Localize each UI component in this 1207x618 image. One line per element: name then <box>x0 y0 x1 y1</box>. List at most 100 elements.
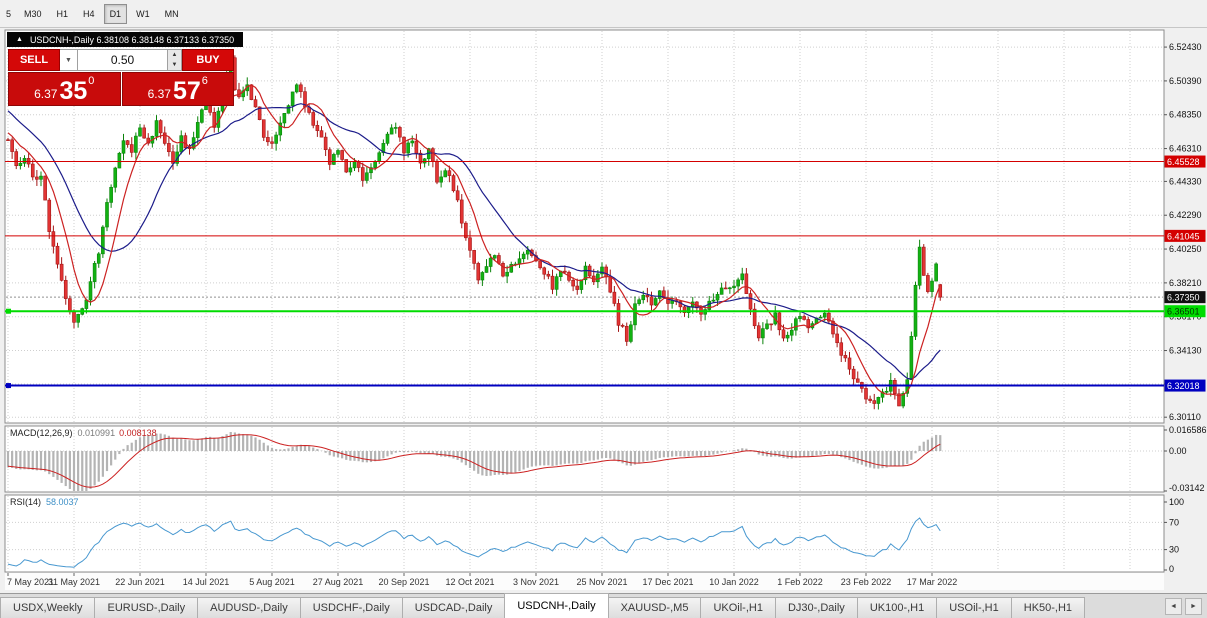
svg-text:6.41045: 6.41045 <box>1167 231 1200 241</box>
svg-text:5 Aug 2021: 5 Aug 2021 <box>249 577 295 587</box>
timeframe-toolbar: 5 M30 H1 H4 D1 W1 MN <box>0 0 1207 28</box>
buy-price-point: 6 <box>201 75 208 87</box>
svg-text:14 Jul 2021: 14 Jul 2021 <box>183 577 230 587</box>
svg-text:100: 100 <box>1169 497 1184 507</box>
svg-text:17 Mar 2022: 17 Mar 2022 <box>907 577 958 587</box>
rsi-name: RSI(14) <box>10 497 42 507</box>
chart-tab-usdchf-daily[interactable]: USDCHF-,Daily <box>299 597 403 618</box>
svg-text:23 Feb 2022: 23 Feb 2022 <box>841 577 892 587</box>
chart-title: USDCNH-,Daily 6.38108 6.38148 6.37133 6.… <box>30 35 234 45</box>
chart-title-bar: ▲ USDCNH-,Daily 6.38108 6.38148 6.37133 … <box>7 32 244 47</box>
horizontal-level-lines[interactable] <box>5 161 1164 389</box>
price-badges: 6.45528 6.41045 6.36501 6.32018 6.37350 <box>1164 155 1206 392</box>
tabs-scroll-right-button[interactable]: ► <box>1185 597 1202 615</box>
macd-plot <box>6 431 942 491</box>
panel-backgrounds <box>4 29 1165 590</box>
timeframe-button-mn[interactable]: MN <box>164 8 179 19</box>
svg-text:70: 70 <box>1169 517 1179 527</box>
ma-fast-line <box>7 84 941 397</box>
sell-price-display[interactable]: 6.37 35 0 <box>8 72 121 106</box>
timeframe-button-h1[interactable]: H1 <box>56 8 69 19</box>
svg-text:6.45528: 6.45528 <box>1167 157 1200 167</box>
timeframe-button-w1[interactable]: W1 <box>136 8 150 19</box>
svg-text:17 Dec 2021: 17 Dec 2021 <box>642 577 693 587</box>
timeframe-button-d1[interactable]: D1 <box>103 3 128 24</box>
sell-button[interactable]: SELL <box>8 49 60 71</box>
volume-down-button[interactable]: ▼ <box>171 62 178 68</box>
svg-text:1 Feb 2022: 1 Feb 2022 <box>777 577 823 587</box>
buy-button[interactable]: BUY <box>182 49 234 71</box>
tabs-scroll-left-button[interactable]: ◄ <box>1165 597 1182 615</box>
tabs-scroll-controls: ◄ ► <box>1165 594 1207 618</box>
svg-text:6.34130: 6.34130 <box>1169 346 1202 356</box>
svg-text:20 Sep 2021: 20 Sep 2021 <box>378 577 429 587</box>
svg-text:10 Jan 2022: 10 Jan 2022 <box>709 577 759 587</box>
chart-tab-usdcad-daily[interactable]: USDCAD-,Daily <box>401 597 506 618</box>
volume-dropdown-icon[interactable]: ▼ <box>60 49 78 71</box>
buy-price-pips: 57 <box>172 76 201 105</box>
macd-signal-line <box>7 434 941 488</box>
svg-text:6.50390: 6.50390 <box>1169 76 1202 86</box>
svg-text:0.016586: 0.016586 <box>1169 425 1207 435</box>
timeframe-button-h4[interactable]: H4 <box>83 8 95 19</box>
collapse-icon[interactable]: ▲ <box>16 36 23 43</box>
chart-tabs: USDX,Weekly EURUSD-,Daily AUDUSD-,Daily USD… <box>0 593 1086 618</box>
grid <box>6 31 1163 571</box>
svg-text:-0.03142: -0.03142 <box>1169 483 1205 493</box>
svg-text:3 Nov 2021: 3 Nov 2021 <box>513 577 559 587</box>
svg-text:31 May 2021: 31 May 2021 <box>48 577 100 587</box>
chart-tabs-bar: USDX,Weekly EURUSD-,Daily AUDUSD-,Daily USD… <box>0 593 1207 618</box>
svg-text:6.40250: 6.40250 <box>1169 244 1202 254</box>
svg-text:30: 30 <box>1169 545 1179 555</box>
svg-text:6.30110: 6.30110 <box>1169 412 1201 422</box>
ma-slow-line <box>7 103 941 380</box>
volume-input[interactable]: 0.50 <box>78 49 168 71</box>
sell-price-base: 6.37 <box>34 87 58 101</box>
buy-price-display[interactable]: 6.37 57 6 <box>121 72 234 106</box>
svg-text:0: 0 <box>1169 564 1174 574</box>
rsi-value: 58.0037 <box>46 497 79 507</box>
chart-tab-hk50-h1[interactable]: HK50-,H1 <box>1010 597 1086 618</box>
volume-up-button[interactable]: ▲ <box>171 52 178 58</box>
buy-price-base: 6.37 <box>147 87 171 101</box>
rsi-line <box>7 517 941 568</box>
macd-indicator-label: MACD(12,26,9) 0.010991 0.008138 <box>10 428 157 438</box>
chart-tab-ukoil-h1[interactable]: UKOil-,H1 <box>700 597 776 618</box>
chart-tab-xauusd-m5[interactable]: XAUUSD-,M5 <box>607 597 702 618</box>
svg-text:0.00: 0.00 <box>1169 446 1187 456</box>
one-click-trading-panel: SELL ▼ 0.50 ▲ ▼ BUY 6.37 35 0 6.37 57 6 <box>8 49 234 106</box>
svg-text:6.48350: 6.48350 <box>1169 110 1202 120</box>
chart-ohlc-readout: 6.38108 6.38148 6.37133 6.37350 <box>96 34 235 45</box>
svg-text:6.44330: 6.44330 <box>1169 176 1202 186</box>
svg-text:6.46310: 6.46310 <box>1169 144 1202 154</box>
svg-text:6.36501: 6.36501 <box>1167 307 1200 317</box>
chart-tab-audusd-daily[interactable]: AUDUSD-,Daily <box>197 597 301 618</box>
macd-name: MACD(12,26,9) <box>10 428 73 438</box>
chart-tab-usoil-h1[interactable]: USOil-,H1 <box>936 597 1012 618</box>
chart-tab-eurusd-daily[interactable]: EURUSD-,Daily <box>94 597 199 618</box>
svg-text:12 Oct 2021: 12 Oct 2021 <box>445 577 494 587</box>
svg-text:6.32018: 6.32018 <box>1167 381 1200 391</box>
sell-price-point: 0 <box>88 75 95 87</box>
chart-tab-usdx-weekly[interactable]: USDX,Weekly <box>0 597 96 618</box>
sell-price-pips: 35 <box>59 76 88 105</box>
timeframe-button-5[interactable]: 5 <box>6 8 12 19</box>
svg-text:6.42290: 6.42290 <box>1169 210 1202 220</box>
chart-symbol-period: USDCNH-,Daily <box>29 34 94 45</box>
chart-tab-usdcnh-daily[interactable]: USDCNH-,Daily <box>504 593 609 618</box>
svg-text:6.52430: 6.52430 <box>1169 42 1202 52</box>
volume-stepper: ▲ ▼ <box>168 49 182 71</box>
svg-text:27 Aug 2021: 27 Aug 2021 <box>313 577 364 587</box>
rsi-indicator-label: RSI(14) 58.0037 <box>10 497 79 507</box>
chart-tab-dj30-daily[interactable]: DJ30-,Daily <box>774 597 858 618</box>
timeframe-button-m30[interactable]: M30 <box>24 8 42 19</box>
macd-value-signal: 0.008138 <box>119 428 157 438</box>
macd-value-main: 0.010991 <box>77 428 116 438</box>
bid-price-badge <box>1164 291 1206 304</box>
svg-text:25 Nov 2021: 25 Nov 2021 <box>576 577 627 587</box>
svg-text:22 Jun 2021: 22 Jun 2021 <box>115 577 165 587</box>
chart-tab-uk100-h1[interactable]: UK100-,H1 <box>856 597 938 618</box>
svg-text:7 May 2021: 7 May 2021 <box>7 577 54 587</box>
